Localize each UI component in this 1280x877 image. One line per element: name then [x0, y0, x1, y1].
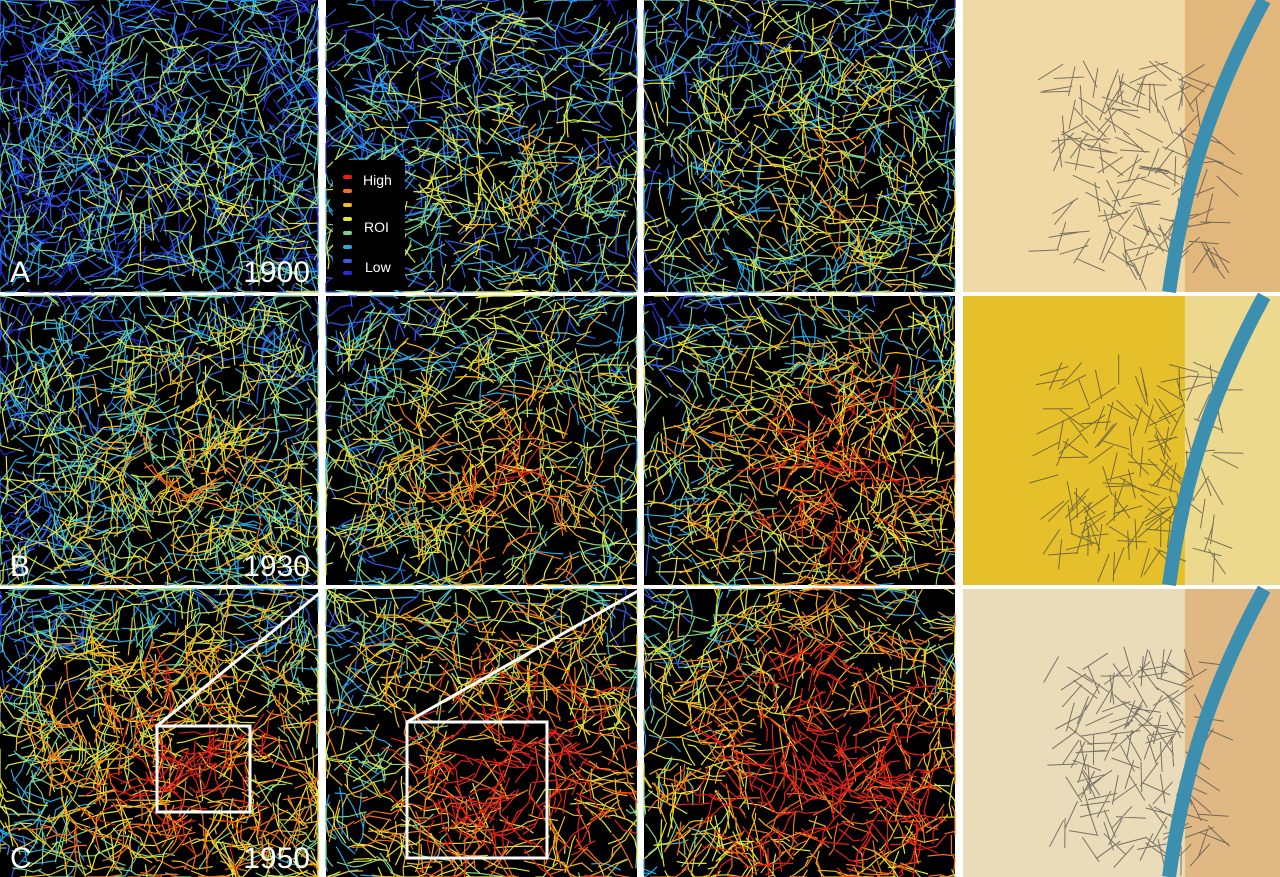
legend-roi: ROI [364, 219, 389, 235]
legend-swatch [343, 259, 352, 263]
legend-swatch [343, 271, 352, 275]
panel-year: 1950 [243, 842, 310, 875]
legend-swatch [343, 231, 352, 235]
legend-high: High [363, 172, 392, 188]
panel-letter: A [10, 256, 30, 289]
legend: High ROI Low [333, 160, 405, 290]
legend-swatch [343, 217, 352, 221]
legend-swatch [343, 175, 352, 179]
panel-letter: C [10, 842, 32, 875]
legend-low: Low [365, 259, 392, 275]
figure: High ROI Low A 1900 B 1930 C 1950 [0, 0, 1280, 877]
panel-letter: B [10, 550, 30, 583]
legend-swatch [343, 203, 352, 207]
panel-year: 1900 [243, 256, 310, 289]
panels [0, 0, 1280, 877]
legend-swatch [343, 245, 352, 249]
panel-year: 1930 [243, 550, 310, 583]
legend-swatch [343, 189, 352, 193]
